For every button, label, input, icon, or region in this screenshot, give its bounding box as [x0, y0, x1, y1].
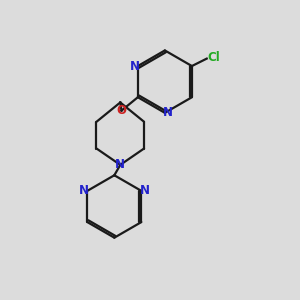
Text: O: O — [116, 104, 127, 117]
Text: Cl: Cl — [207, 51, 220, 64]
Text: N: N — [79, 184, 89, 197]
Text: N: N — [140, 184, 150, 197]
Text: N: N — [115, 158, 125, 171]
Text: N: N — [130, 59, 140, 73]
Text: N: N — [163, 106, 173, 119]
